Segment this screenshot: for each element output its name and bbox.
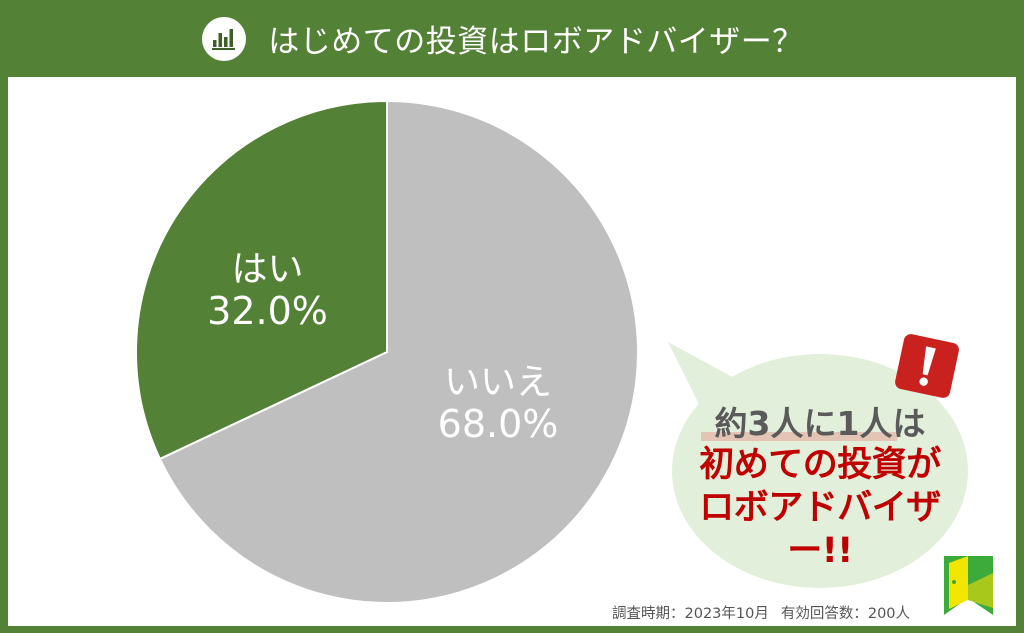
slice-name: いいえ [443,362,552,403]
callout-line-2: 初めての投資が [699,445,941,486]
exclamation-icon [895,334,959,398]
pie-chart [135,99,639,604]
valid-responses: 有効回答数：200人 [780,606,911,622]
speech-bubble [668,342,968,588]
highlight-marker [700,432,898,441]
beginner-mark-door-icon [944,556,993,615]
slice-name: はい [231,249,304,290]
bar-chart-icon [202,16,247,61]
callout-line-1: 約3人に1人は [700,404,925,444]
callout-text: 約3人に1人は 初めての投資が ロボアドバイザー!! [672,404,968,572]
chart-title: はじめての投資はロボアドバイザー？ [268,24,804,60]
survey-footnote: 調査時期：2023年10月 有効回答数：200人 [612,602,910,623]
pie-slice-no [158,99,639,604]
pie-label-yes: はい 32.0% [190,249,345,334]
slice-percent: 32.0% [207,289,328,334]
callout-line-3: ロボアドバイザー!! [699,487,941,571]
pie-slice-yes [135,99,388,461]
slice-percent: 68.0% [437,402,559,447]
chart-header: はじめての投資はロボアドバイザー？ [0,0,1024,77]
pie-label-no: いいえ 68.0% [418,362,578,447]
survey-period: 調査時期：2023年10月 [612,606,769,622]
